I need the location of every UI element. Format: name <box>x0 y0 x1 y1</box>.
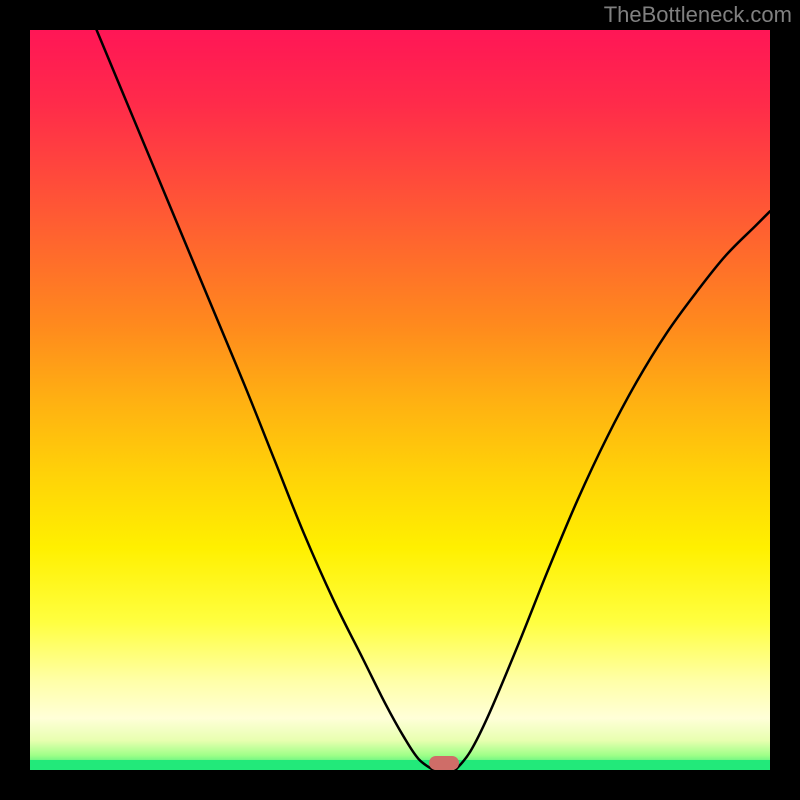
chart-plot-area <box>30 30 770 770</box>
curve-left-branch <box>97 30 434 770</box>
chart-curve <box>30 30 770 770</box>
curve-right-branch <box>456 211 771 770</box>
watermark-text: TheBottleneck.com <box>604 2 792 28</box>
chart-frame: TheBottleneck.com <box>0 0 800 800</box>
chart-minimum-marker <box>429 756 459 770</box>
